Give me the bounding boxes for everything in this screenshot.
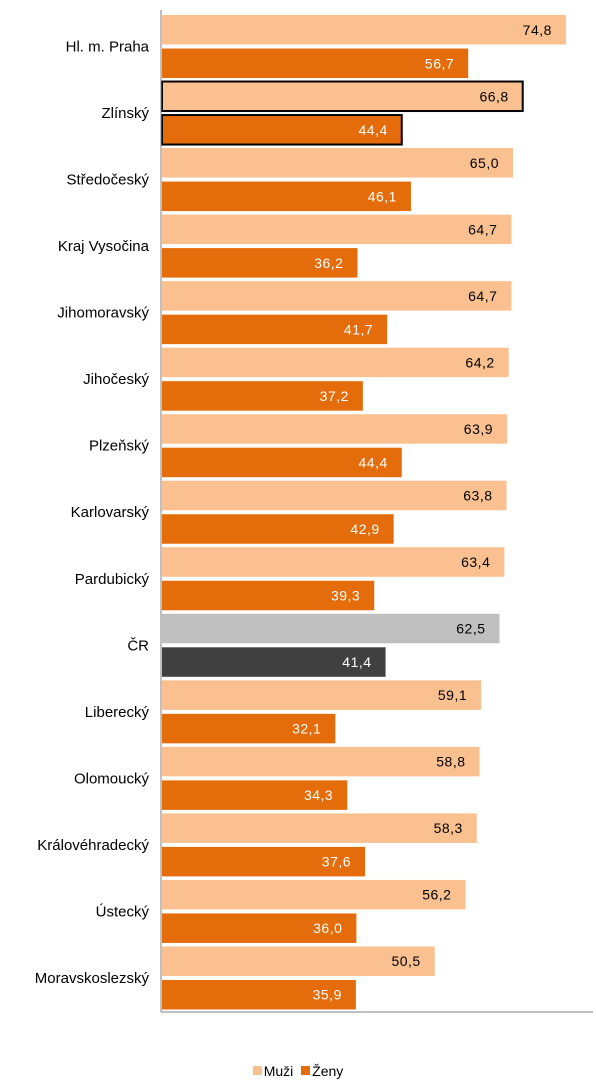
value-label-zeny-plzensky: 44,4	[359, 454, 388, 470]
legend-swatch-zeny	[301, 1066, 311, 1075]
value-label-muzi-kralovehradecky: 58,3	[434, 820, 463, 836]
legend-item-zeny: Ženy	[301, 1063, 343, 1079]
value-label-zeny-zlinsky: 44,4	[359, 122, 388, 138]
bar-zeny-liberecky	[162, 713, 336, 744]
value-label-zeny-stredocesky: 46,1	[368, 188, 397, 204]
value-label-muzi-jihomoravsky: 64,7	[468, 288, 497, 304]
category-label-cr: ČR	[127, 637, 149, 654]
category-label-olomoucky: Olomoucký	[74, 770, 150, 787]
category-label-pardubicky: Pardubický	[75, 571, 150, 588]
category-label-jihocesky: Jihočeský	[83, 371, 149, 388]
value-label-zeny-jihomoravsky: 41,7	[344, 321, 373, 337]
value-label-muzi-pardubicky: 63,4	[461, 554, 490, 570]
category-label-plzensky: Plzeňský	[89, 438, 150, 455]
category-label-ustecky: Ústecký	[96, 903, 150, 920]
value-label-muzi-ustecky: 56,2	[422, 887, 451, 903]
value-label-muzi-zlinsky: 66,8	[479, 88, 508, 104]
category-label-stredocesky: Středočeský	[66, 172, 149, 189]
bar-muzi-cr	[162, 613, 500, 644]
bar-muzi-kralovehradecky	[162, 813, 477, 843]
value-label-zeny-liberecky: 32,1	[292, 721, 321, 737]
bar-zeny-hl-m-praha	[162, 48, 469, 78]
value-label-zeny-cr: 41,4	[342, 654, 371, 670]
legend-label-muzi: Muži	[263, 1062, 294, 1079]
value-label-zeny-olomoucky: 34,3	[304, 787, 333, 803]
value-label-muzi-liberecky: 59,1	[438, 687, 467, 703]
category-label-moravskoslezsky: Moravskoslezský	[35, 970, 150, 987]
legend-item-muzi: Muži	[252, 1062, 294, 1079]
bar-zeny-olomoucky	[162, 780, 348, 810]
value-label-zeny-ustecky: 36,0	[313, 920, 342, 936]
value-label-muzi-jihocesky: 64,2	[465, 354, 494, 370]
value-label-zeny-kraj-vysocina: 36,2	[314, 255, 343, 271]
bar-muzi-pardubicky	[162, 547, 505, 577]
bar-muzi-ustecky	[162, 879, 466, 910]
category-label-kraj-vysocina: Kraj Vysočina	[58, 238, 150, 255]
bar-muzi-zlinsky	[161, 80, 524, 113]
bar-zeny-cr	[162, 647, 386, 677]
value-label-muzi-plzensky: 63,9	[464, 421, 493, 437]
bar-muzi-hl-m-praha	[162, 15, 566, 45]
bar-muzi-liberecky	[162, 680, 482, 710]
category-label-zlinsky: Zlínský	[101, 105, 149, 122]
bar-muzi-moravskoslezsky	[162, 946, 435, 976]
bar-muzi-plzensky	[162, 414, 508, 444]
value-label-muzi-kraj-vysocina: 64,7	[468, 221, 497, 237]
bar-zeny-plzensky	[162, 447, 402, 478]
category-label-hl-m-praha: Hl. m. Praha	[66, 39, 150, 56]
bar-zeny-karlovarsky	[162, 514, 394, 544]
category-label-karlovarsky: Karlovarský	[71, 504, 150, 521]
bar-zeny-stredocesky	[162, 181, 411, 212]
value-label-zeny-karlovarsky: 42,9	[350, 521, 379, 537]
bar-zeny-kraj-vysocina	[162, 248, 358, 278]
legend-swatch-muzi	[252, 1066, 262, 1075]
bar-muzi-karlovarsky	[162, 480, 507, 511]
bar-muzi-jihomoravsky	[162, 281, 512, 311]
bar-muzi-olomoucky	[162, 746, 480, 777]
chart-legend: Muži Ženy	[0, 1062, 596, 1079]
bar-muzi-stredocesky	[162, 148, 513, 178]
value-label-muzi-cr: 62,5	[456, 621, 485, 637]
bar-muzi-kraj-vysocina	[162, 214, 512, 245]
category-label-jihomoravsky: Jihomoravský	[57, 305, 149, 322]
bar-zeny-jihocesky	[162, 381, 363, 411]
legend-label-zeny: Ženy	[312, 1062, 344, 1079]
bar-chart: Hl. m. Praha 74,8 56,7 Zlínský 66,8 44,4 Střed…	[35, 10, 593, 1013]
value-label-zeny-jihocesky: 37,2	[320, 388, 349, 404]
bar-zeny-jihomoravsky	[162, 314, 388, 345]
bar-zeny-zlinsky	[161, 114, 403, 146]
bar-zeny-ustecky	[162, 913, 357, 943]
bar-zeny-kralovehradecky	[162, 846, 366, 877]
category-label-liberecky: Liberecký	[85, 704, 150, 721]
value-label-zeny-hl-m-praha: 56,7	[425, 55, 454, 71]
bar-muzi-jihocesky	[162, 347, 509, 378]
value-label-muzi-hl-m-praha: 74,8	[523, 22, 552, 38]
value-label-muzi-moravskoslezsky: 50,5	[391, 953, 420, 969]
bar-zeny-pardubicky	[162, 580, 375, 611]
value-label-muzi-stredocesky: 65,0	[470, 155, 499, 171]
value-label-zeny-pardubicky: 39,3	[331, 588, 360, 604]
category-label-kralovehradecky: Královéhradecký	[37, 837, 149, 854]
value-label-muzi-olomoucky: 58,8	[436, 754, 465, 770]
value-label-muzi-karlovarsky: 63,8	[463, 487, 492, 503]
value-label-zeny-moravskoslezsky: 35,9	[313, 987, 342, 1003]
bar-zeny-moravskoslezsky	[162, 979, 356, 1010]
value-label-zeny-kralovehradecky: 37,6	[322, 854, 351, 870]
